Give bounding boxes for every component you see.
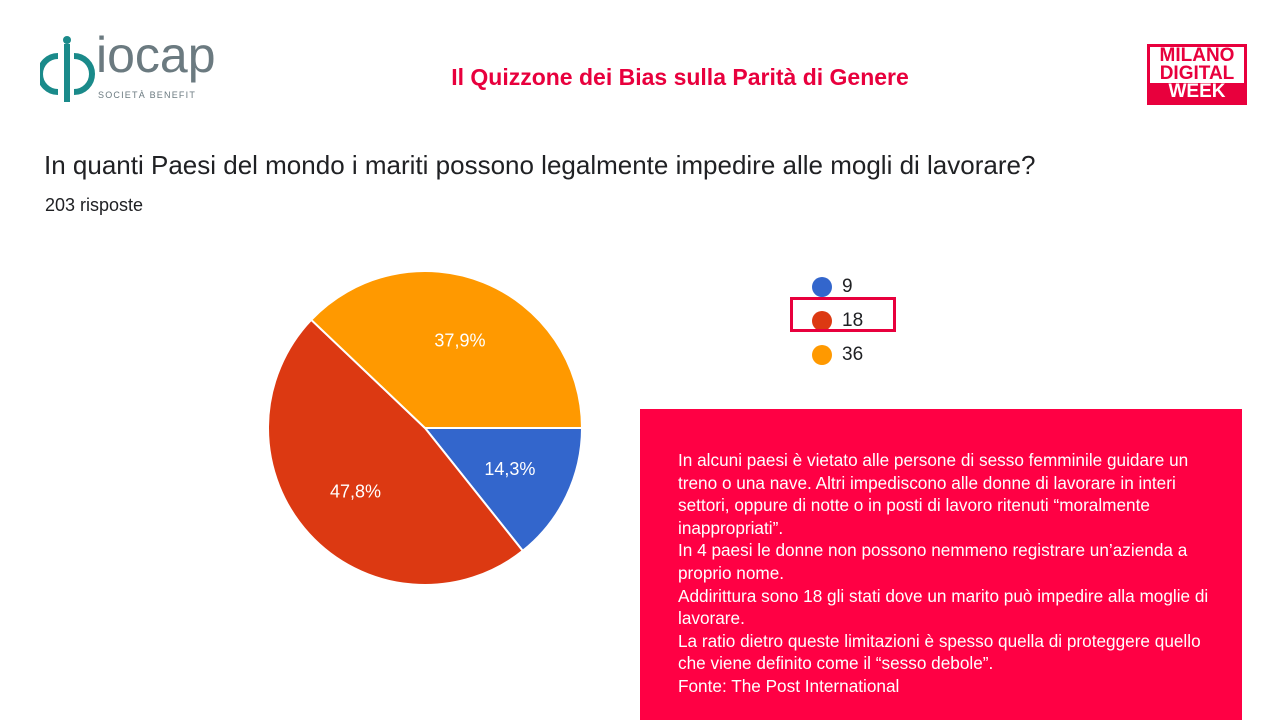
iocap-logo-mark-icon <box>40 36 95 102</box>
mdw-line-2: DIGITAL <box>1150 64 1244 83</box>
pie-slice-18 <box>267 318 525 586</box>
pie-slice-9 <box>422 427 584 553</box>
pie-label-18: 47,8% <box>330 482 381 502</box>
pie-label-36: 37,9% <box>434 331 485 351</box>
iocap-logo: iocap SOCIETÀ BENEFIT <box>40 27 240 106</box>
milano-digital-week-logo: MILANO DIGITAL WEEK <box>1147 44 1247 105</box>
pie-slice-36 <box>309 270 584 429</box>
legend-item-18: 18 <box>812 304 863 338</box>
info-paragraph: In 4 paesi le donne non possono nemmeno … <box>678 540 1188 583</box>
pie-label-9: 14,3% <box>484 459 535 479</box>
iocap-logo-name: iocap <box>96 27 216 83</box>
question-title: In quanti Paesi del mondo i mariti posso… <box>44 150 1036 180</box>
legend-highlight-box <box>790 297 896 332</box>
page-title: Il Quizzone dei Bias sulla Parità di Gen… <box>451 64 909 90</box>
mdw-line-1: MILANO <box>1150 46 1244 65</box>
info-text: In alcuni paesi è vietato alle persone d… <box>678 449 1218 698</box>
chart-legend: 9 18 36 <box>812 270 863 372</box>
legend-swatch-icon <box>812 345 832 365</box>
response-count: 203 risposte <box>45 195 144 215</box>
iocap-logo-tagline: SOCIETÀ BENEFIT <box>98 90 197 100</box>
legend-swatch-icon <box>812 311 832 331</box>
legend-label: 9 <box>842 276 853 297</box>
mdw-line-3: WEEK <box>1150 82 1244 102</box>
info-panel: In alcuni paesi è vietato alle persone d… <box>640 409 1242 720</box>
info-paragraph: Fonte: The Post International <box>678 675 900 696</box>
pie-chart: 14,3% 47,8% 37,9% <box>267 270 584 586</box>
legend-swatch-icon <box>812 277 832 297</box>
legend-item-9: 9 <box>812 270 863 304</box>
legend-label: 18 <box>842 310 864 331</box>
info-paragraph: In alcuni paesi è vietato alle persone d… <box>678 450 1189 538</box>
info-paragraph: La ratio dietro queste limitazioni è spe… <box>678 630 1201 674</box>
info-paragraph: Addirittura sono 18 gli stati dove un ma… <box>678 585 1209 629</box>
legend-item-36: 36 <box>812 338 863 372</box>
legend-label: 36 <box>842 344 864 365</box>
